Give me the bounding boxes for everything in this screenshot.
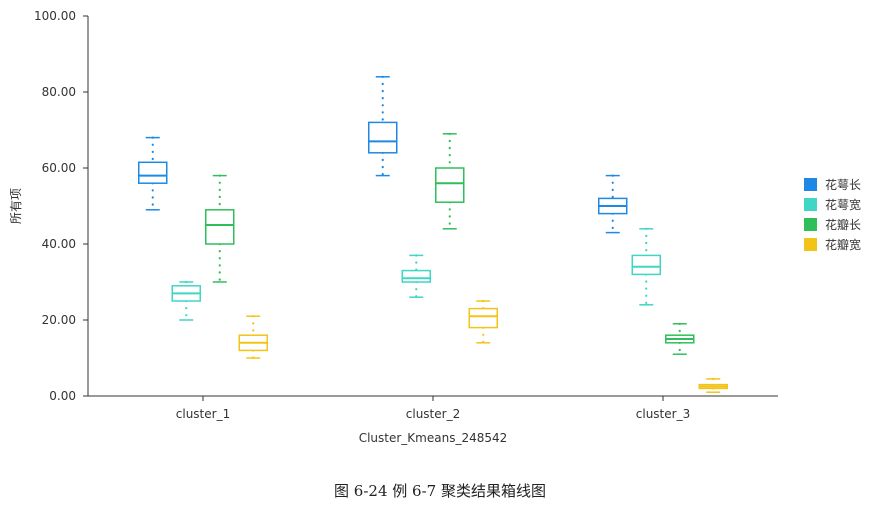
box-1-cluster_2 (368, 75, 398, 177)
box-iqr (368, 121, 398, 154)
legend-swatch (804, 198, 817, 211)
legend-swatch (804, 238, 817, 251)
box-iqr (468, 307, 498, 329)
box-iqr (401, 269, 431, 283)
figure-caption: 图 6-24 例 6-7 聚类结果箱线图 (334, 482, 546, 500)
legend-label: 花瓣长 (825, 217, 861, 232)
box-1-cluster_3 (598, 174, 628, 234)
box-3-cluster_1 (205, 174, 235, 284)
box-4-cluster_1 (238, 315, 268, 360)
legend-swatch (804, 178, 817, 191)
boxplot-chart: 0.00 20.00 40.00 60.00 80.00 100.00 cluster_1 c… (9, 9, 861, 445)
y-tick-label: 80.00 (42, 85, 76, 99)
box-iqr (435, 167, 465, 203)
box-4-cluster_3 (698, 377, 728, 394)
x-tick-label: cluster_1 (176, 407, 230, 421)
box-iqr (205, 209, 235, 245)
axes: 0.00 20.00 40.00 60.00 80.00 100.00 cluster_1 c… (34, 9, 778, 421)
legend-swatch (804, 218, 817, 231)
box-3-cluster_3 (665, 322, 695, 356)
legend-label: 花萼长 (825, 177, 861, 192)
y-tick-label: 100.00 (34, 9, 76, 23)
box-2-cluster_2 (401, 254, 431, 299)
box-3-cluster_2 (435, 132, 465, 230)
x-axis-title: Cluster_Kmeans_248542 (359, 431, 508, 445)
y-tick-label: 20.00 (42, 313, 76, 327)
legend-label: 花萼宽 (825, 197, 861, 212)
y-tick-label: 60.00 (42, 161, 76, 175)
box-iqr (138, 161, 168, 184)
box-iqr (631, 254, 661, 276)
y-tick-label: 40.00 (42, 237, 76, 251)
box-4-cluster_2 (468, 299, 498, 344)
box-series (138, 75, 728, 394)
x-tick-label: cluster_3 (636, 407, 690, 421)
box-2-cluster_1 (171, 280, 201, 322)
y-tick-label: 0.00 (49, 389, 76, 403)
y-axis-title: 所有项 (9, 188, 23, 224)
legend-label: 花瓣宽 (825, 237, 861, 252)
box-2-cluster_3 (631, 227, 661, 306)
box-1-cluster_1 (138, 136, 168, 211)
x-tick-label: cluster_2 (406, 407, 460, 421)
